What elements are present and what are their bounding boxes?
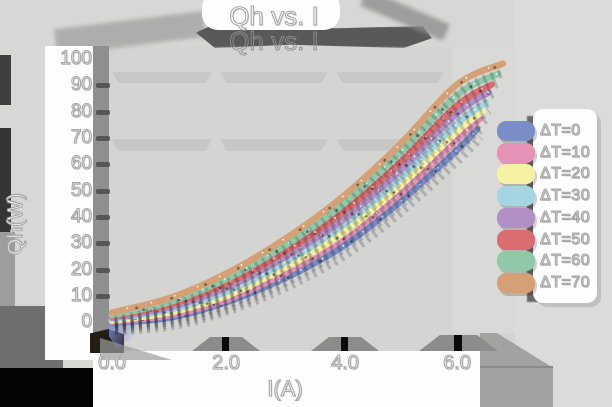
y-tick-0: 0 <box>81 310 93 332</box>
x-axis-title: I(A) <box>267 375 304 401</box>
title-panel <box>202 0 340 30</box>
y-tick-mark-shadow <box>96 189 110 194</box>
series-dark-speckle-1 <box>111 118 481 324</box>
y-tick-60: 60 <box>70 152 92 174</box>
chart-title-ghost: Qh vs. I <box>229 26 320 57</box>
y-tick-40: 40 <box>70 205 92 227</box>
series-shadow-5 <box>114 88 497 329</box>
x-tick-shadow-gap <box>454 335 462 351</box>
legend-swatch <box>497 164 535 184</box>
legend-item: ΔT=70 <box>497 273 597 294</box>
grid-bar <box>112 139 212 151</box>
legend-swatch <box>497 273 535 293</box>
y-tick-mark-shadow <box>96 215 110 220</box>
grid-bar <box>336 72 444 83</box>
y-tick-20: 20 <box>70 258 92 280</box>
y-tick-mark-shadow <box>96 83 110 88</box>
y-tick-mark-shadow <box>96 294 110 299</box>
left-edge-shadow-mid <box>0 128 11 232</box>
grid-bar <box>220 139 328 151</box>
y-tick-mark-shadow <box>96 136 110 141</box>
legend-item: ΔT=40 <box>497 208 597 229</box>
legend-label: ΔT=30 <box>539 186 591 204</box>
series-white-speckle-4 <box>112 90 491 318</box>
legend-label: ΔT=20 <box>539 164 591 182</box>
legend-label: ΔT=50 <box>539 230 591 248</box>
legend-item: ΔT=30 <box>497 186 597 207</box>
grid-bar <box>220 72 328 83</box>
series-shadow-1 <box>114 123 487 335</box>
y-tick-mark-shadow <box>96 241 110 246</box>
legend-swatch <box>497 208 535 228</box>
legend-swatch <box>497 251 535 271</box>
legend-panel <box>533 109 597 303</box>
y-tick-mark-shadow <box>96 110 110 115</box>
y-tick-90: 90 <box>70 73 92 95</box>
y-tick-mark-shadow <box>96 268 110 273</box>
legend-item: ΔT=0 <box>497 121 597 142</box>
x-tick-2: 2.0 <box>212 351 241 374</box>
y-axis-edge-shadow <box>93 46 109 351</box>
grid-bar <box>112 72 212 83</box>
series-shadow-6 <box>114 78 503 328</box>
legend-label: ΔT=40 <box>539 208 591 226</box>
legend-swatch <box>497 186 535 206</box>
series-line-7 <box>108 60 507 316</box>
series-dark-speckle-0 <box>111 129 478 326</box>
x-tick-6: 6.0 <box>443 351 472 374</box>
title-shadow-blob <box>196 26 432 48</box>
y-tick-10: 10 <box>70 284 92 306</box>
x-axis-panel <box>93 351 480 407</box>
bottom-left-black-block <box>0 368 95 407</box>
left-edge-shadow-low <box>0 232 15 308</box>
series-shadow-0 <box>114 134 484 336</box>
series-shadow-4 <box>114 96 495 331</box>
y-tick-50: 50 <box>70 179 92 201</box>
legend-item: ΔT=10 <box>497 143 597 164</box>
legend-item: ΔT=20 <box>497 164 597 185</box>
x-tick-4: 4.0 <box>331 351 360 374</box>
legend-label: ΔT=70 <box>539 273 591 291</box>
x-tick-shadow-gap <box>341 337 348 351</box>
x-tick-0: 0.0 <box>98 351 127 374</box>
legend-item: ΔT=50 <box>497 230 597 251</box>
y-tick-100: 100 <box>60 47 93 69</box>
bottom-right-shadow-line <box>480 366 553 368</box>
legend-item: ΔT=60 <box>497 251 597 272</box>
y-tick-80: 80 <box>70 100 92 122</box>
legend-swatch <box>497 230 535 250</box>
y-tick-mark-shadow <box>96 162 110 167</box>
legend-swatch <box>497 121 535 141</box>
x-tick-shadow-gap <box>222 337 229 351</box>
y-axis-title: Qh(W) <box>3 193 27 256</box>
legend-swatch <box>497 143 535 163</box>
y-tick-70: 70 <box>70 126 92 148</box>
series-shadow-7 <box>113 67 508 325</box>
legend-label: ΔT=10 <box>539 143 591 161</box>
y-tick-30: 30 <box>70 231 92 253</box>
series-shadow-2 <box>114 115 489 333</box>
y-axis-panel <box>45 46 93 360</box>
legend-label: ΔT=60 <box>539 251 591 269</box>
left-edge-shadow-top <box>0 55 11 105</box>
chart-title: Qh vs. I <box>229 0 320 31</box>
legend-label: ΔT=0 <box>539 121 581 139</box>
